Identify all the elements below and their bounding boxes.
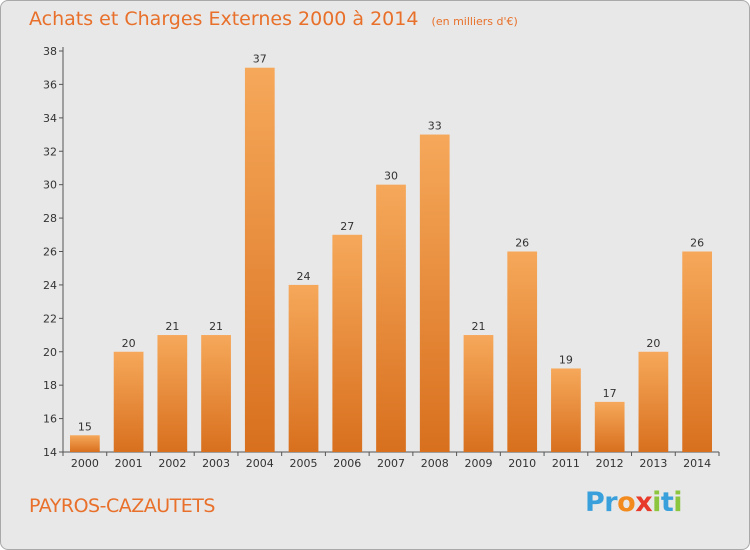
data-label: 17 bbox=[603, 387, 617, 400]
x-tick-label: 2006 bbox=[333, 457, 361, 470]
bar bbox=[507, 251, 538, 452]
x-tick-label: 2007 bbox=[377, 457, 405, 470]
y-tick-label: 22 bbox=[43, 312, 57, 325]
data-label: 27 bbox=[340, 220, 354, 233]
logo-letter: P bbox=[585, 487, 605, 518]
chart-unit-note: (en milliers d'€) bbox=[431, 15, 518, 28]
x-tick-label: 2010 bbox=[508, 457, 536, 470]
y-tick-label: 38 bbox=[43, 45, 57, 58]
y-tick-label: 26 bbox=[43, 246, 57, 259]
bar bbox=[376, 184, 406, 452]
logo-letter: t bbox=[660, 487, 674, 518]
x-tick-label: 2002 bbox=[158, 457, 186, 470]
y-tick-label: 18 bbox=[43, 379, 57, 392]
x-tick-label: 2000 bbox=[71, 457, 99, 470]
bars: 15 20 21 21 37 24 27 30 33 21 26 19 17 20 26 bbox=[69, 53, 713, 452]
bar bbox=[594, 401, 625, 452]
bar bbox=[244, 67, 275, 452]
bar bbox=[638, 351, 669, 452]
logo-letter: o bbox=[617, 487, 636, 518]
bar bbox=[332, 234, 363, 452]
logo-letter: x bbox=[635, 487, 653, 518]
x-tick-label: 2009 bbox=[464, 457, 492, 470]
data-label: 19 bbox=[559, 353, 573, 366]
bar bbox=[551, 368, 581, 452]
x-tick-label: 2001 bbox=[115, 457, 143, 470]
data-label: 21 bbox=[165, 320, 179, 333]
y-tick-label: 16 bbox=[43, 413, 57, 426]
y-tick-label: 30 bbox=[43, 179, 57, 192]
data-label: 24 bbox=[297, 270, 311, 283]
y-tick-label: 28 bbox=[43, 212, 57, 225]
bar bbox=[201, 335, 231, 452]
data-label: 26 bbox=[690, 237, 704, 250]
data-label: 15 bbox=[78, 420, 92, 433]
data-label: 26 bbox=[515, 237, 529, 250]
bar bbox=[157, 335, 188, 452]
bar bbox=[419, 134, 450, 452]
bar bbox=[463, 335, 494, 452]
data-label: 37 bbox=[253, 53, 267, 66]
data-label: 20 bbox=[646, 337, 660, 350]
logo-letter: i bbox=[673, 487, 683, 518]
x-tick-label: 2012 bbox=[596, 457, 624, 470]
logo-letter: i bbox=[652, 487, 661, 518]
bar bbox=[682, 251, 713, 452]
x-tick-label: 2005 bbox=[290, 457, 318, 470]
y-tick-label: 36 bbox=[43, 78, 57, 91]
bar bbox=[69, 435, 100, 452]
chart-title: Achats et Charges Externes 2000 à 2014 bbox=[29, 8, 419, 30]
x-tick-label: 2014 bbox=[683, 457, 711, 470]
data-label: 20 bbox=[122, 337, 136, 350]
y-tick-label: 34 bbox=[43, 112, 57, 125]
x-tick-label: 2004 bbox=[246, 457, 274, 470]
x-tick-label: 2011 bbox=[552, 457, 580, 470]
bar bbox=[113, 351, 144, 452]
logo-letter: r bbox=[604, 487, 618, 518]
data-label: 30 bbox=[384, 170, 398, 183]
x-axis: 2000 2001 2002 2003 2004 2005 2006 2007 2008 2009… bbox=[62, 451, 720, 470]
commune-name: PAYROS-CAZAUTETS bbox=[29, 495, 215, 517]
x-tick-label: 2013 bbox=[639, 457, 667, 470]
title-row: Achats et Charges Externes 2000 à 2014 (… bbox=[29, 8, 518, 30]
bar bbox=[288, 284, 319, 452]
y-tick-label: 14 bbox=[43, 446, 57, 459]
x-tick-label: 2008 bbox=[421, 457, 449, 470]
proxiti-logo: Proxiti bbox=[585, 487, 683, 518]
data-label: 33 bbox=[428, 120, 442, 133]
y-tick-label: 24 bbox=[43, 279, 57, 292]
data-label: 21 bbox=[471, 320, 485, 333]
y-axis: 14 16 18 20 22 24 26 28 30 32 34 36 38 bbox=[43, 45, 64, 459]
x-tick-label: 2003 bbox=[202, 457, 230, 470]
y-tick-label: 32 bbox=[43, 145, 57, 158]
data-label: 21 bbox=[209, 320, 223, 333]
y-tick-label: 20 bbox=[43, 346, 57, 359]
